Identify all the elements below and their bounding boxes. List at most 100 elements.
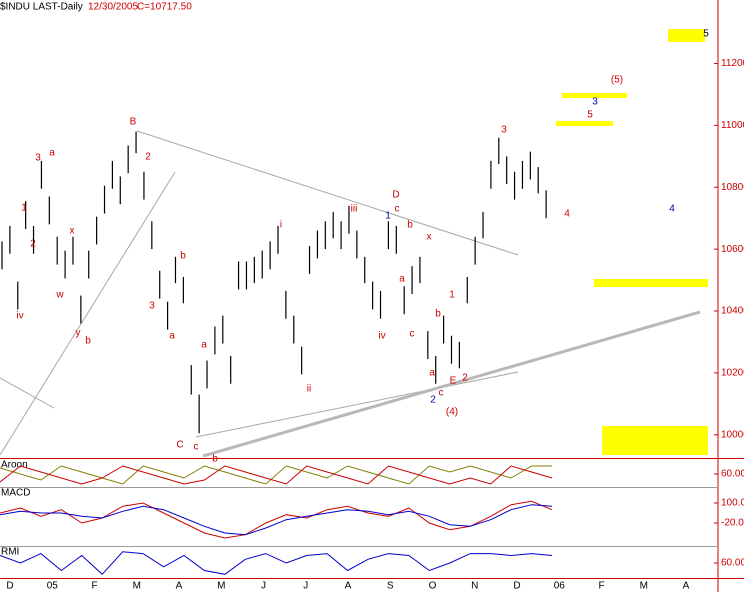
trendlines xyxy=(0,130,701,458)
wave-label: (4) xyxy=(446,407,458,418)
y-tick-label: 10000 xyxy=(721,429,744,440)
wave-label: D xyxy=(392,190,399,201)
wave-label: (5) xyxy=(611,75,623,86)
wave-label: b xyxy=(407,220,413,231)
target-zone xyxy=(562,93,627,98)
wave-label: 2 xyxy=(462,373,468,384)
chart-date: 12/30/2005 xyxy=(88,2,138,13)
panel-title: MACD xyxy=(1,488,30,499)
wave-label: a xyxy=(201,340,207,351)
wave-label: b xyxy=(212,454,218,465)
wave-label: 1 xyxy=(449,290,455,301)
wave-label: E xyxy=(450,376,457,387)
x-tick-label: A xyxy=(683,581,690,592)
wave-label: 3 xyxy=(592,97,598,108)
y-tick-label: 10200 xyxy=(721,368,744,379)
wave-label: c xyxy=(410,329,415,340)
x-tick-label: M xyxy=(133,581,141,592)
indicator-line xyxy=(0,465,553,485)
x-tick-label: D xyxy=(513,581,520,592)
wave-label: c xyxy=(395,204,400,215)
last-close: C=10717.50 xyxy=(137,2,192,13)
wave-label: B xyxy=(130,117,137,128)
target-zone xyxy=(602,426,708,455)
indicator-line xyxy=(0,500,553,539)
wave-label: a xyxy=(399,274,405,285)
wave-label: 3 xyxy=(35,153,41,164)
trendline xyxy=(0,377,55,409)
wave-label: a xyxy=(429,368,435,379)
x-tick-label: A xyxy=(345,581,352,592)
wave-label: iv xyxy=(378,331,385,342)
x-tick-label: 05 xyxy=(47,581,59,592)
wave-label: iii xyxy=(351,204,358,215)
x-tick-label: J xyxy=(303,581,308,592)
x-tick-label: D xyxy=(6,581,13,592)
wave-label: c xyxy=(439,388,444,399)
wave-label: i xyxy=(280,220,282,231)
x-tick-label: 06 xyxy=(554,581,566,592)
y-tick-label: 10600 xyxy=(721,244,744,255)
wave-label: b xyxy=(180,251,186,262)
wave-label: 5 xyxy=(587,110,593,121)
wave-label: c xyxy=(194,442,199,453)
y-tick-label: -20.00 xyxy=(721,518,744,529)
wave-label: x xyxy=(70,226,75,237)
wave-label: ii xyxy=(307,384,311,395)
trendline xyxy=(0,171,176,456)
wave-label: a xyxy=(49,148,55,159)
target-zone xyxy=(556,121,613,126)
target-zone xyxy=(594,279,708,287)
y-tick-label: 100.00 xyxy=(721,498,744,509)
indicator-line xyxy=(0,551,553,576)
panel-title: RMI xyxy=(1,547,19,558)
wave-label: a xyxy=(169,331,175,342)
x-tick-label: O xyxy=(429,581,437,592)
y-tick-label: 11000 xyxy=(721,120,744,131)
x-tick-label: M xyxy=(217,581,225,592)
wave-label: x xyxy=(427,232,432,243)
wave-label: 1 xyxy=(385,211,391,222)
wave-label: 2 xyxy=(30,239,36,250)
wave-label: 3 xyxy=(501,125,507,136)
indicator-line xyxy=(0,504,553,536)
x-tick-label: J xyxy=(261,581,266,592)
wave-label: C xyxy=(176,440,183,451)
x-tick-label: A xyxy=(176,581,183,592)
wave-label: 4 xyxy=(669,204,675,215)
wave-label: iv xyxy=(16,311,23,322)
wave-label: b xyxy=(435,309,441,320)
x-tick-label: S xyxy=(387,581,394,592)
chart-title: $INDU LAST-Daily xyxy=(0,2,83,13)
trendline xyxy=(195,371,519,438)
wave-label: y xyxy=(76,328,81,339)
wave-label: w xyxy=(55,290,64,301)
wave-label: 3 xyxy=(149,301,155,312)
wave-label: 5 xyxy=(703,29,709,40)
x-tick-label: F xyxy=(91,581,97,592)
wave-label: 4 xyxy=(564,209,570,220)
wave-label: 2 xyxy=(430,395,436,406)
y-tick-label: 60.00 xyxy=(721,558,744,569)
y-tick-label: 10400 xyxy=(721,306,744,317)
trendline xyxy=(136,130,519,256)
target-zone xyxy=(668,29,705,42)
panel-separators xyxy=(0,487,718,547)
wave-label: 2 xyxy=(145,152,151,163)
indicator-line xyxy=(0,465,552,485)
wave-label: 1 xyxy=(21,203,27,214)
y-tick-label: 11200 xyxy=(721,58,744,69)
x-tick-label: M xyxy=(640,581,648,592)
wave-label: b xyxy=(85,336,91,347)
y-tick-label: 60.00 xyxy=(721,469,744,480)
target-zones xyxy=(556,29,708,455)
y-tick-label: 10800 xyxy=(721,182,744,193)
x-tick-label: N xyxy=(471,581,478,592)
trendline xyxy=(202,310,701,458)
panel-title: Aroon xyxy=(1,460,28,471)
x-tick-label: F xyxy=(598,581,604,592)
